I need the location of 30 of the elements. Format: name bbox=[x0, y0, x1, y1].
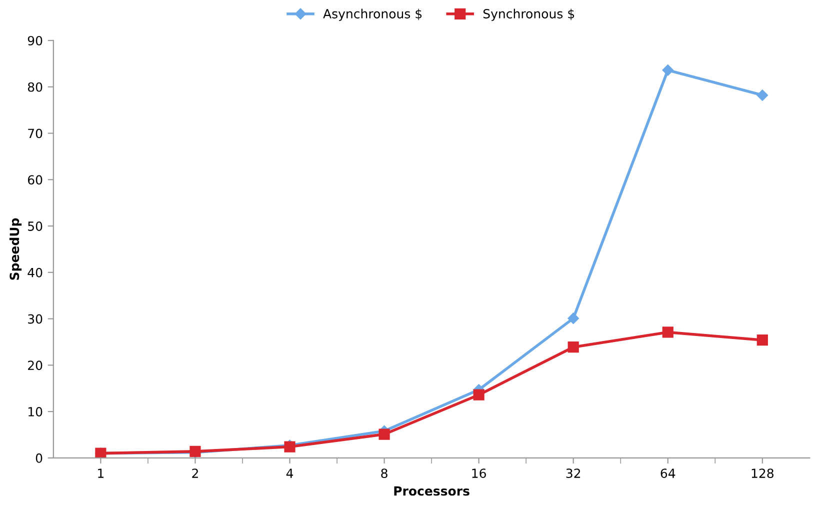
x-tick-label: 64 bbox=[660, 468, 676, 478]
point bbox=[756, 90, 768, 101]
x-tick-label: 4 bbox=[286, 468, 294, 478]
point bbox=[473, 389, 484, 400]
x-tick-label: 128 bbox=[752, 468, 774, 478]
point bbox=[378, 428, 390, 440]
x-tick-label: 2 bbox=[192, 468, 198, 478]
y-tick-label: 70 bbox=[28, 128, 42, 138]
point bbox=[756, 334, 768, 346]
legend-label: Synchronous $ bbox=[483, 8, 574, 21]
point bbox=[568, 312, 579, 324]
y-tick-label: 50 bbox=[28, 221, 42, 231]
point bbox=[568, 342, 579, 353]
point bbox=[662, 64, 674, 76]
y-tick-label: 90 bbox=[28, 36, 42, 46]
y-tick-label: 30 bbox=[28, 314, 42, 324]
x-tick-label: 16 bbox=[472, 468, 486, 478]
y-axis-title: SpeedUp bbox=[9, 218, 22, 280]
y-tick-label: 20 bbox=[28, 360, 42, 370]
y-tick-label: 80 bbox=[28, 82, 42, 92]
point bbox=[662, 326, 674, 338]
x-tick-label: 32 bbox=[566, 468, 580, 478]
y-tick-label: 0 bbox=[36, 453, 42, 463]
y-tick-label: 10 bbox=[28, 407, 42, 416]
legend-label: Asynchronous $ bbox=[323, 8, 422, 21]
y-tick-label: 40 bbox=[28, 268, 42, 278]
y-tick-label: 60 bbox=[28, 175, 42, 185]
x-tick-label: 1 bbox=[98, 468, 104, 478]
x-axis-title: Processors bbox=[394, 486, 470, 496]
x-tick-label: 8 bbox=[381, 468, 388, 478]
